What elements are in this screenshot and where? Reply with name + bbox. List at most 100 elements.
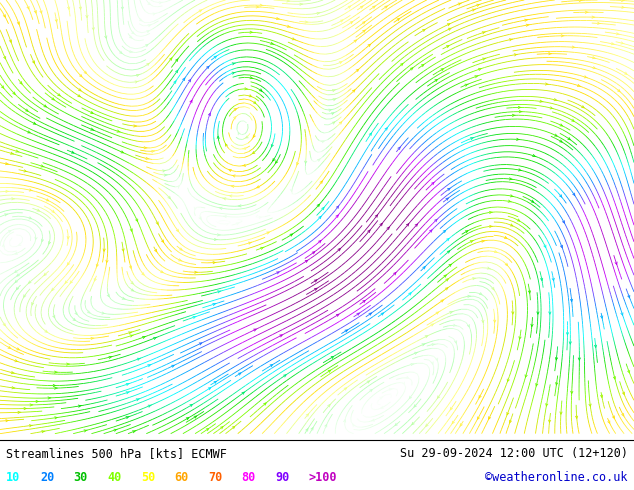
FancyArrowPatch shape	[367, 381, 370, 383]
FancyArrowPatch shape	[525, 375, 527, 377]
FancyArrowPatch shape	[122, 249, 124, 251]
FancyArrowPatch shape	[252, 151, 255, 153]
FancyArrowPatch shape	[410, 68, 413, 70]
FancyArrowPatch shape	[430, 230, 432, 232]
FancyArrowPatch shape	[320, 181, 322, 184]
FancyArrowPatch shape	[385, 128, 387, 130]
FancyArrowPatch shape	[509, 178, 512, 180]
FancyArrowPatch shape	[209, 113, 210, 116]
FancyArrowPatch shape	[164, 174, 167, 176]
Text: 90: 90	[275, 471, 289, 484]
FancyArrowPatch shape	[250, 31, 253, 33]
FancyArrowPatch shape	[592, 16, 595, 18]
FancyArrowPatch shape	[169, 58, 172, 60]
FancyArrowPatch shape	[145, 45, 148, 47]
FancyArrowPatch shape	[578, 358, 581, 360]
FancyArrowPatch shape	[449, 264, 451, 267]
FancyArrowPatch shape	[148, 405, 152, 407]
FancyArrowPatch shape	[410, 396, 411, 398]
FancyArrowPatch shape	[217, 291, 221, 293]
FancyArrowPatch shape	[155, 249, 157, 252]
FancyArrowPatch shape	[370, 390, 372, 392]
FancyArrowPatch shape	[137, 358, 141, 360]
FancyArrowPatch shape	[482, 320, 484, 322]
FancyArrowPatch shape	[505, 263, 507, 266]
Text: 30: 30	[74, 471, 87, 484]
FancyArrowPatch shape	[36, 400, 39, 403]
FancyArrowPatch shape	[448, 28, 451, 30]
FancyArrowPatch shape	[306, 414, 309, 416]
FancyArrowPatch shape	[32, 61, 34, 63]
FancyArrowPatch shape	[616, 33, 619, 35]
FancyArrowPatch shape	[148, 24, 152, 27]
FancyArrowPatch shape	[566, 333, 569, 335]
FancyArrowPatch shape	[49, 242, 51, 244]
FancyArrowPatch shape	[267, 232, 269, 234]
FancyArrowPatch shape	[68, 7, 70, 9]
FancyArrowPatch shape	[333, 98, 336, 101]
FancyArrowPatch shape	[130, 229, 133, 231]
FancyArrowPatch shape	[44, 273, 46, 275]
FancyArrowPatch shape	[190, 100, 192, 103]
FancyArrowPatch shape	[29, 281, 31, 283]
FancyArrowPatch shape	[16, 348, 19, 350]
FancyArrowPatch shape	[415, 352, 418, 354]
FancyArrowPatch shape	[578, 84, 581, 86]
FancyArrowPatch shape	[94, 278, 96, 281]
FancyArrowPatch shape	[612, 416, 614, 418]
FancyArrowPatch shape	[146, 31, 149, 33]
FancyArrowPatch shape	[360, 6, 363, 8]
FancyArrowPatch shape	[287, 0, 290, 2]
FancyArrowPatch shape	[448, 24, 450, 26]
FancyArrowPatch shape	[332, 113, 333, 115]
FancyArrowPatch shape	[446, 46, 449, 48]
FancyArrowPatch shape	[318, 241, 321, 243]
FancyArrowPatch shape	[234, 109, 236, 111]
FancyArrowPatch shape	[223, 198, 226, 200]
FancyArrowPatch shape	[477, 4, 480, 6]
FancyArrowPatch shape	[55, 371, 58, 373]
FancyArrowPatch shape	[541, 278, 543, 281]
FancyArrowPatch shape	[45, 330, 48, 332]
FancyArrowPatch shape	[505, 236, 507, 238]
FancyArrowPatch shape	[214, 381, 216, 383]
FancyArrowPatch shape	[510, 195, 514, 197]
FancyArrowPatch shape	[446, 279, 448, 281]
Text: 70: 70	[208, 471, 222, 484]
FancyArrowPatch shape	[121, 151, 124, 153]
FancyArrowPatch shape	[156, 222, 158, 224]
FancyArrowPatch shape	[519, 169, 522, 171]
FancyArrowPatch shape	[623, 392, 624, 394]
FancyArrowPatch shape	[8, 230, 11, 232]
FancyArrowPatch shape	[34, 10, 36, 13]
FancyArrowPatch shape	[608, 421, 610, 423]
FancyArrowPatch shape	[314, 280, 317, 282]
FancyArrowPatch shape	[29, 217, 32, 219]
FancyArrowPatch shape	[332, 122, 335, 124]
FancyArrowPatch shape	[186, 417, 189, 420]
FancyArrowPatch shape	[479, 293, 482, 294]
FancyArrowPatch shape	[395, 423, 398, 425]
FancyArrowPatch shape	[336, 215, 338, 218]
FancyArrowPatch shape	[345, 330, 347, 332]
FancyArrowPatch shape	[4, 56, 6, 59]
FancyArrowPatch shape	[213, 303, 216, 306]
FancyArrowPatch shape	[87, 311, 90, 313]
FancyArrowPatch shape	[507, 412, 509, 415]
FancyArrowPatch shape	[357, 313, 359, 315]
FancyArrowPatch shape	[363, 300, 365, 303]
FancyArrowPatch shape	[179, 248, 182, 250]
FancyArrowPatch shape	[229, 195, 232, 197]
FancyArrowPatch shape	[562, 220, 564, 223]
FancyArrowPatch shape	[236, 223, 239, 225]
FancyArrowPatch shape	[131, 31, 134, 34]
FancyArrowPatch shape	[621, 42, 624, 44]
FancyArrowPatch shape	[290, 189, 292, 192]
FancyArrowPatch shape	[531, 200, 534, 202]
FancyArrowPatch shape	[172, 365, 174, 368]
FancyArrowPatch shape	[337, 314, 339, 317]
FancyArrowPatch shape	[3, 323, 5, 326]
FancyArrowPatch shape	[555, 383, 558, 385]
FancyArrowPatch shape	[86, 15, 88, 18]
FancyArrowPatch shape	[152, 150, 155, 152]
